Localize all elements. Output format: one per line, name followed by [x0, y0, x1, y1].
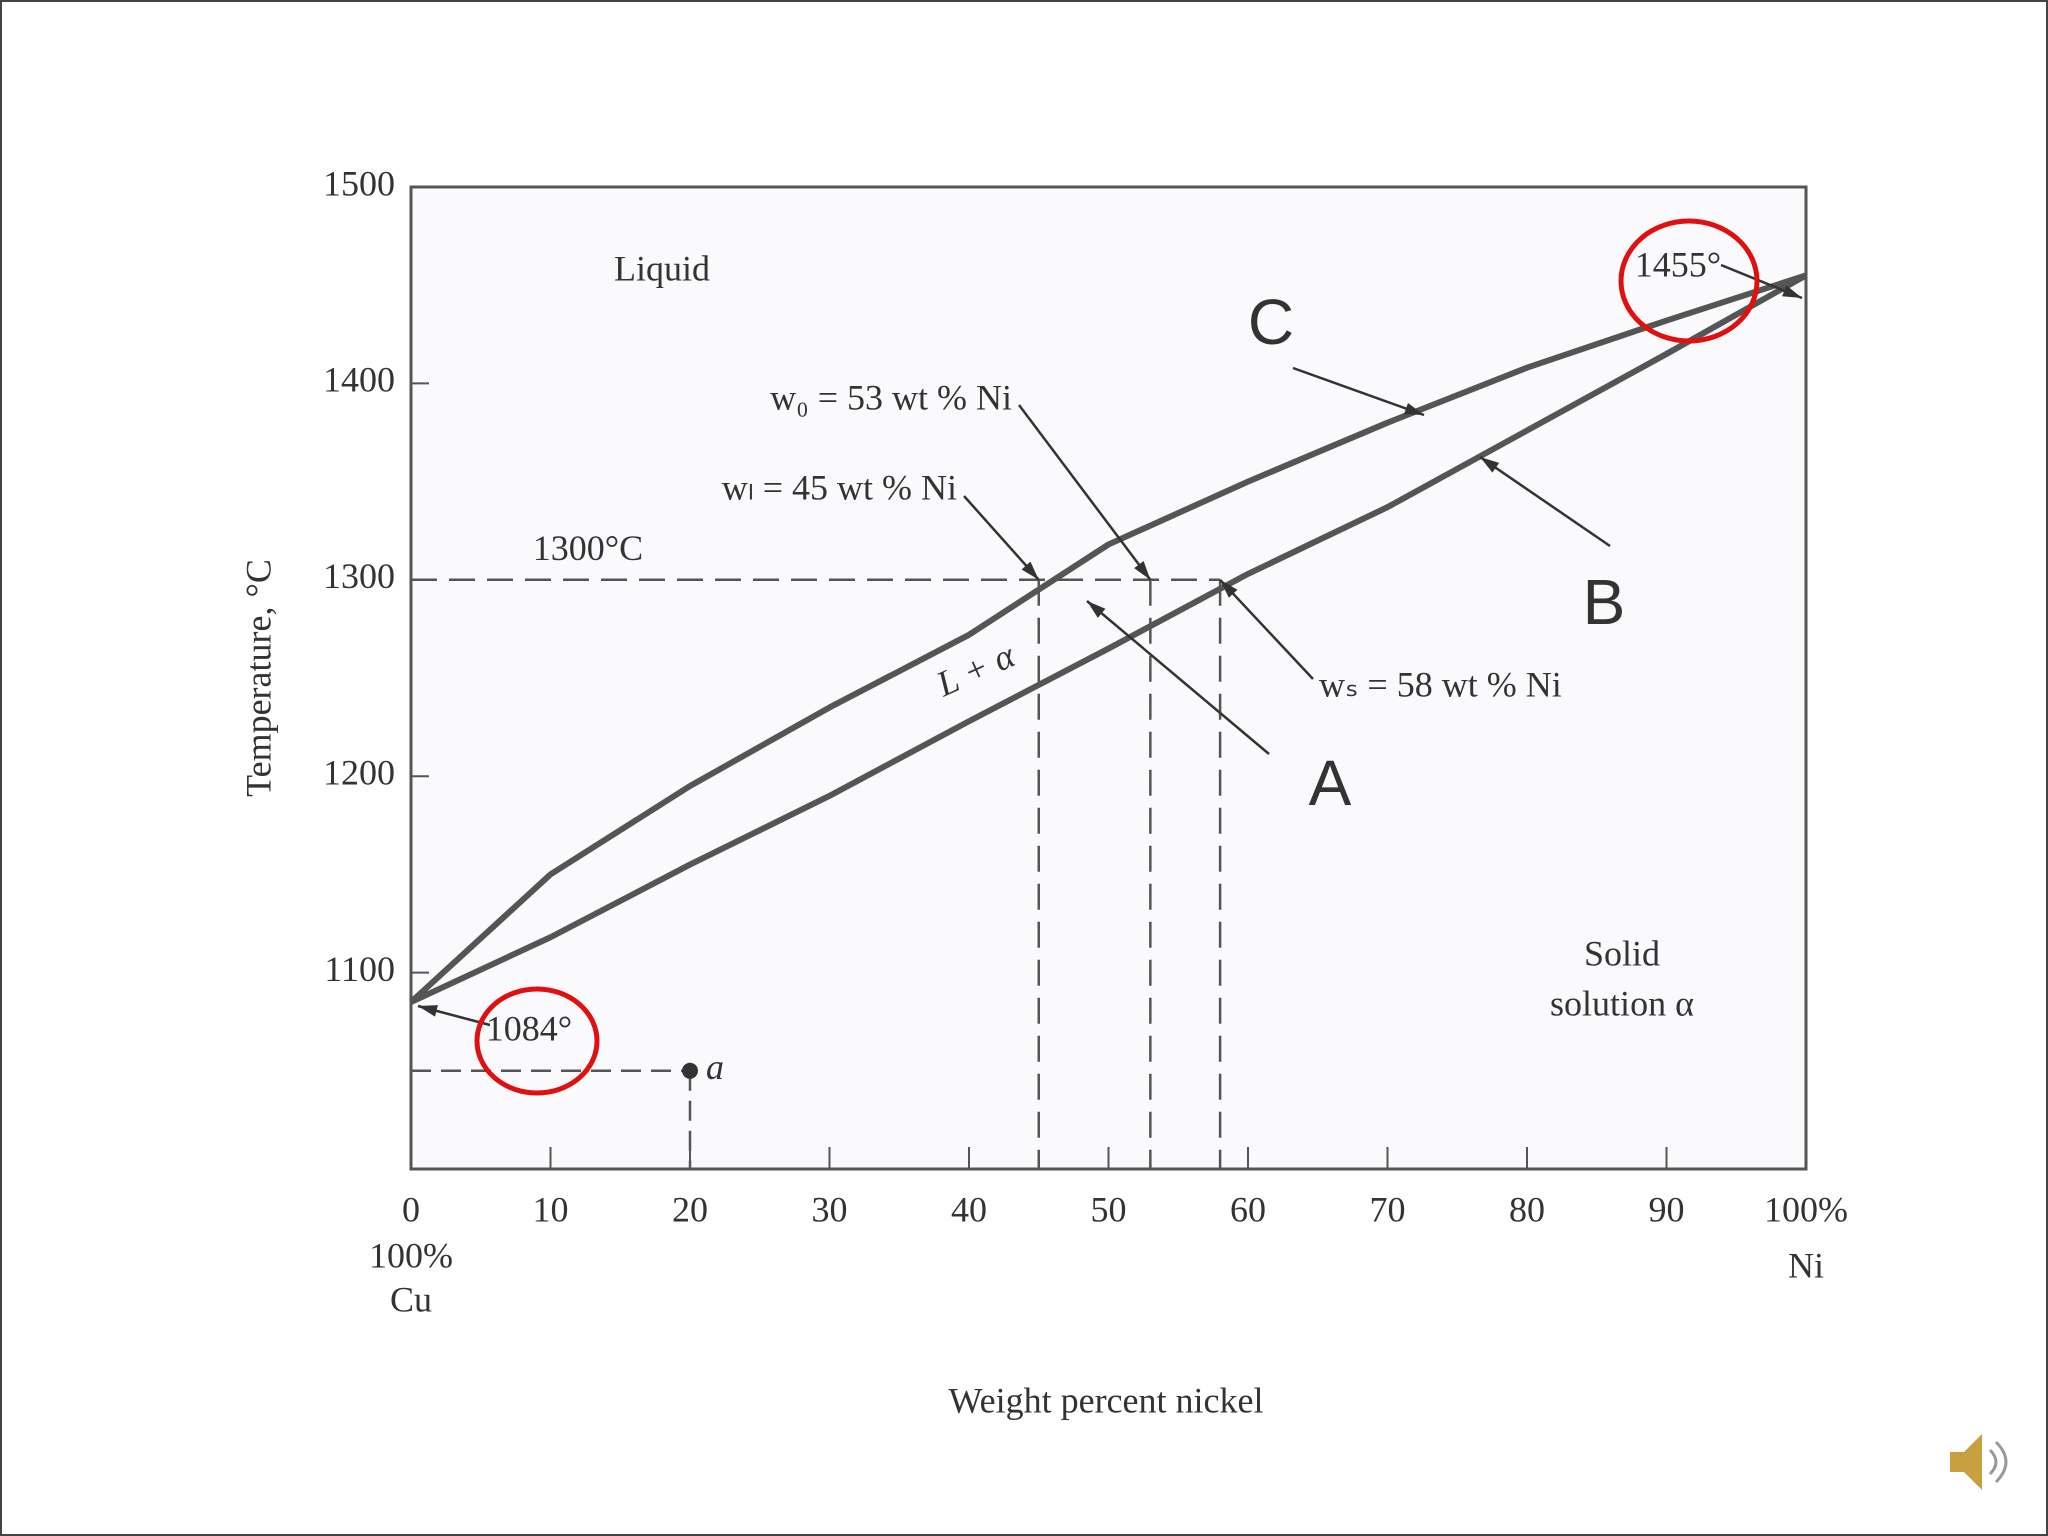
x-tick-label: 10 — [533, 1189, 569, 1229]
arrow — [1479, 455, 1611, 548]
arrow-head — [1404, 402, 1424, 415]
melting-point-label: 1455° — [1635, 244, 1721, 284]
phase-boundary — [408, 272, 1807, 1005]
y-tick-label: 1500 — [323, 163, 395, 203]
x-end-label: 100% — [369, 1235, 453, 1275]
point-marker — [682, 1062, 698, 1079]
melting-point-label: 1084° — [486, 1008, 572, 1048]
arrow — [1018, 404, 1152, 581]
callout-label: B — [1583, 566, 1626, 638]
arrow-head — [1134, 560, 1151, 580]
highlight-circle — [474, 986, 600, 1096]
x-end-label: Ni — [1788, 1245, 1824, 1285]
x-tick-label: 50 — [1091, 1189, 1127, 1229]
region-label: Solid — [1584, 933, 1660, 973]
y-tick-label: 1300 — [323, 556, 395, 596]
y-tick-label: 1100 — [324, 949, 395, 989]
x-end-label: Cu — [390, 1279, 432, 1319]
region-label: Liquid — [614, 248, 710, 288]
arrow-head — [1087, 601, 1106, 618]
composition-label: wₗ = 45 wt % Ni — [722, 467, 957, 507]
x-tick-label: 30 — [812, 1189, 848, 1229]
x-axis-label: Weight percent nickel — [949, 1380, 1264, 1420]
x-tick-label: 100% — [1764, 1189, 1848, 1229]
x-tick-label: 70 — [1370, 1189, 1406, 1229]
arrow-head — [418, 1005, 438, 1017]
x-tick-label: 40 — [951, 1189, 987, 1229]
composition-label: w₀ = 53 wt % Ni — [770, 377, 1012, 417]
composition-label: wₛ = 58 wt % Ni — [1319, 664, 1562, 704]
arrow-head — [1782, 285, 1802, 298]
region-label: solution α — [1550, 983, 1694, 1023]
x-tick-label: 0 — [402, 1189, 420, 1229]
phase-boundary — [409, 272, 1808, 1005]
x-tick-label: 90 — [1649, 1189, 1685, 1229]
highlight-circle — [1618, 218, 1760, 344]
x-tick-label: 20 — [672, 1189, 708, 1229]
y-tick-label: 1400 — [323, 360, 395, 400]
arrow-head — [1021, 561, 1039, 580]
y-axis-label: Temperature, °C — [238, 559, 278, 797]
arrow-head — [1480, 457, 1500, 473]
arrow — [1086, 600, 1270, 755]
point-label: a — [706, 1047, 724, 1087]
x-tick-label: 80 — [1509, 1189, 1545, 1229]
callout-label: A — [1309, 747, 1352, 819]
y-tick-label: 1200 — [323, 752, 395, 792]
arrow — [1292, 366, 1425, 417]
x-tick-label: 60 — [1230, 1189, 1266, 1229]
arrow-head — [1220, 579, 1238, 598]
speaker-icon — [1950, 1434, 2008, 1490]
tie-line-label: 1300°C — [533, 528, 643, 568]
callout-label: C — [1248, 286, 1294, 358]
arrow — [1219, 578, 1314, 680]
